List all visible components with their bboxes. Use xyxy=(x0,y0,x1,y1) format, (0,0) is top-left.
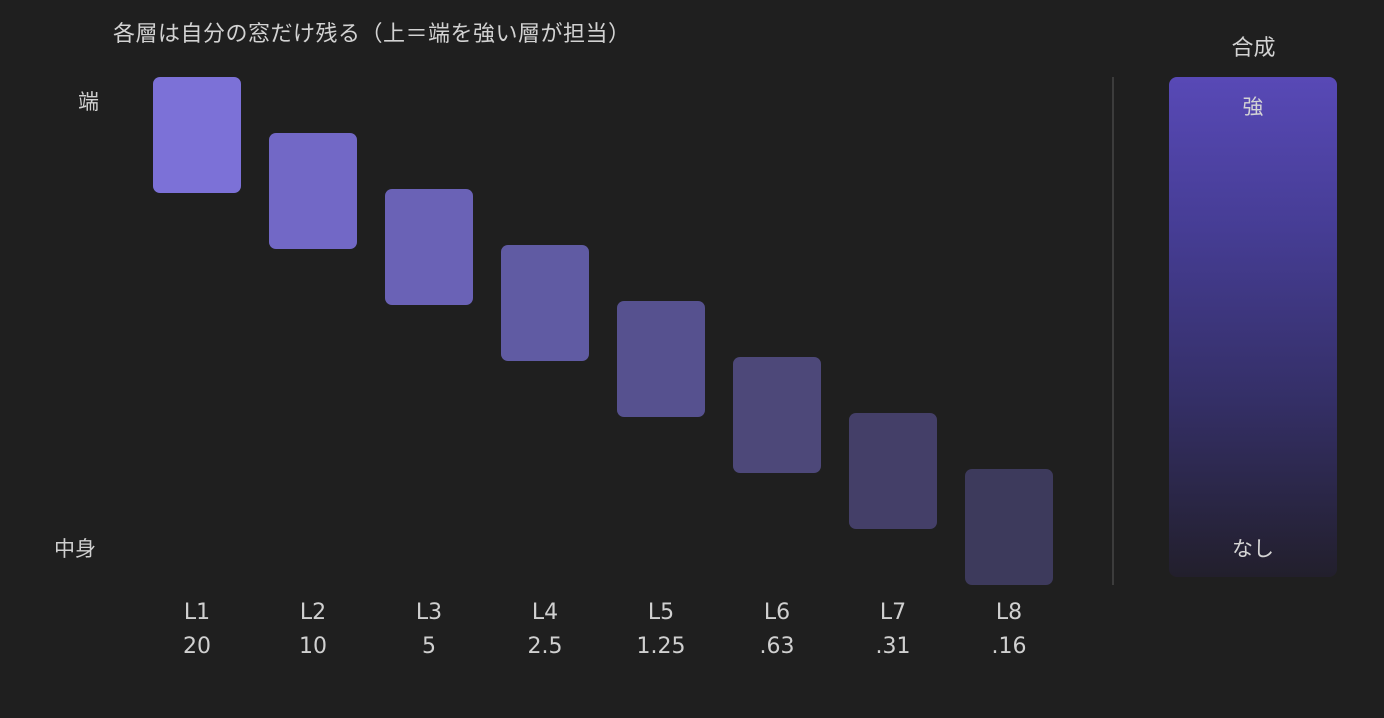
layer-value-l4: 2.5 xyxy=(527,634,563,659)
layer-value-l1: 20 xyxy=(183,634,211,659)
composite-top-label: 強 xyxy=(1242,95,1264,119)
layer-tile-l5 xyxy=(617,301,705,417)
layer-tile-l3 xyxy=(385,189,473,305)
layer-name-l3: L3 xyxy=(415,600,443,625)
layer-tile-l6 xyxy=(733,357,821,473)
diagram-title: 各層は自分の窓だけ残る（上＝端を強い層が担当） xyxy=(113,22,631,47)
layer-value-l7: .31 xyxy=(875,634,911,659)
layer-tile-l1 xyxy=(153,77,241,193)
divider-line xyxy=(1112,77,1114,585)
layer-value-l5: 1.25 xyxy=(636,634,686,659)
layer-name-l6: L6 xyxy=(763,600,791,625)
layer-name-l1: L1 xyxy=(183,600,211,625)
layer-name-l7: L7 xyxy=(879,600,907,625)
axis-label-bottom: 中身 xyxy=(54,537,96,561)
layer-name-l8: L8 xyxy=(995,600,1023,625)
composite-bottom-label: なし xyxy=(1232,537,1274,561)
layer-tile-l4 xyxy=(501,245,589,361)
layer-value-l6: .63 xyxy=(759,634,795,659)
composite-gradient-bar: 強 なし xyxy=(1169,77,1337,577)
layer-value-l3: 5 xyxy=(422,634,436,659)
layer-tile-l2 xyxy=(269,133,357,249)
composite-title: 合成 xyxy=(1231,36,1276,61)
layer-tile-l7 xyxy=(849,413,937,529)
layer-name-l4: L4 xyxy=(531,600,559,625)
layer-name-l2: L2 xyxy=(299,600,327,625)
layer-value-l8: .16 xyxy=(991,634,1027,659)
layer-value-l2: 10 xyxy=(299,634,327,659)
layer-name-l5: L5 xyxy=(647,600,675,625)
layer-tile-l8 xyxy=(965,469,1053,585)
axis-label-top: 端 xyxy=(78,90,99,114)
